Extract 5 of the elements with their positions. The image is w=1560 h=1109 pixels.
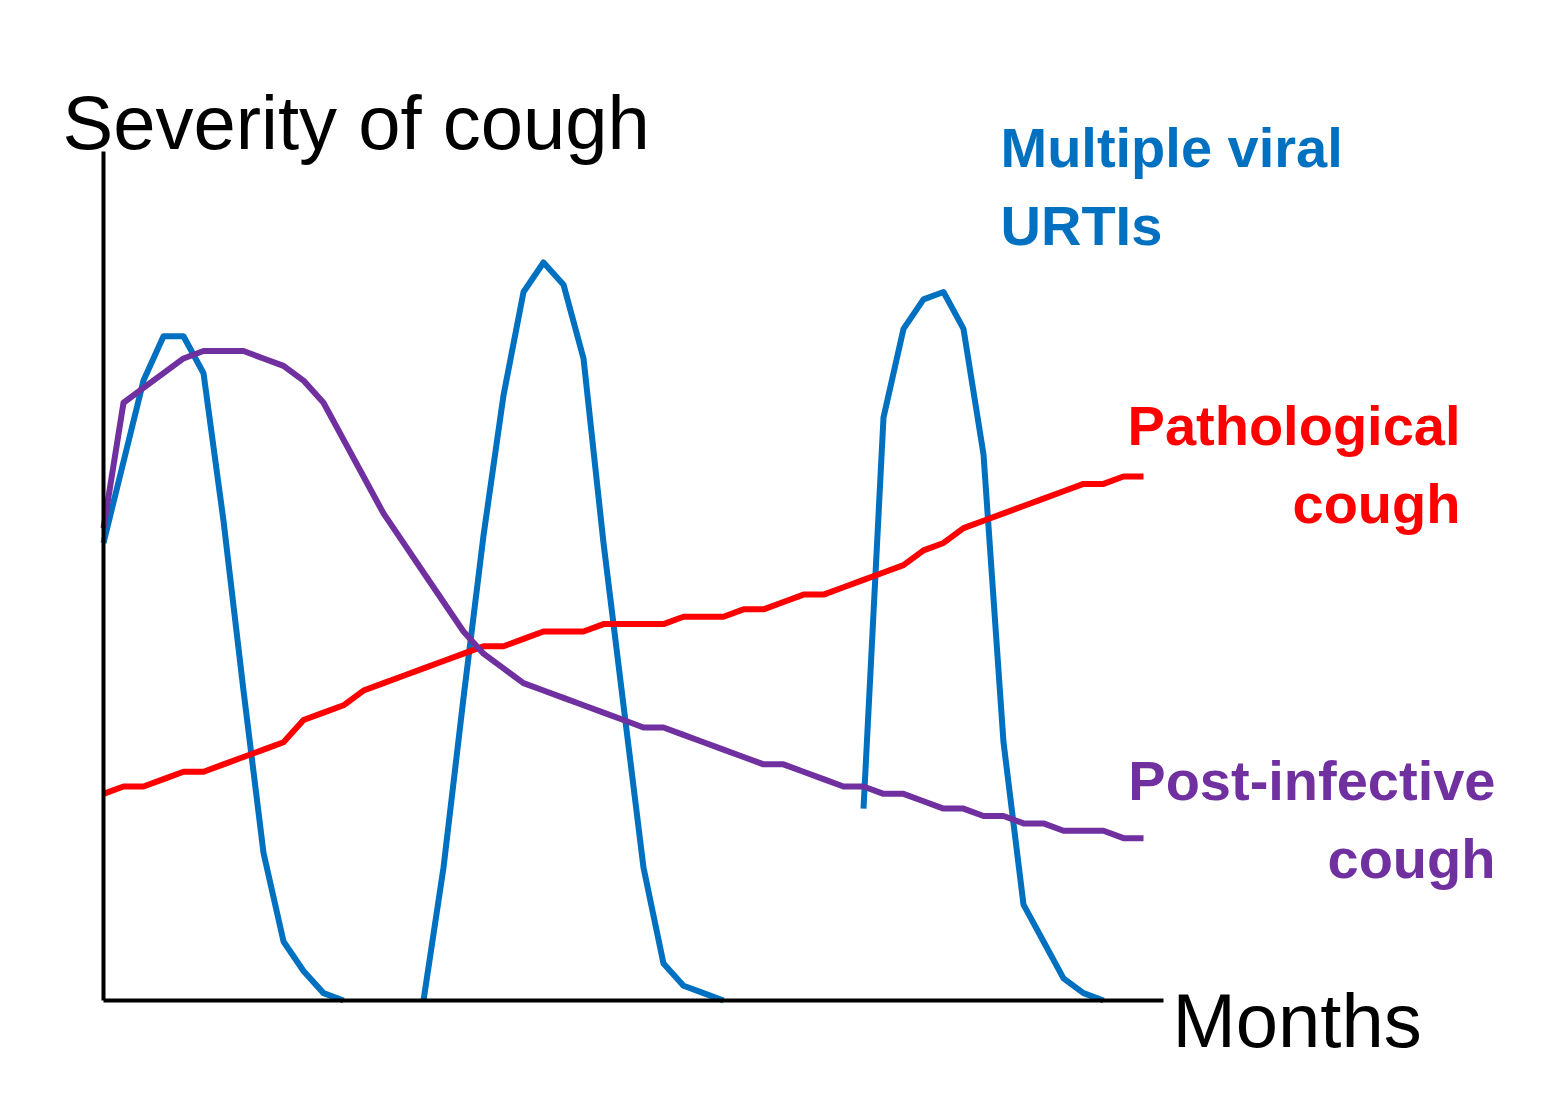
x-axis-title: Months [1172, 978, 1422, 1063]
series-label: Multiple viral URTIs [1000, 115, 1343, 258]
series-label: Pathological cough [1127, 393, 1461, 536]
y-axis-title: Severity of cough [62, 80, 650, 165]
series-label: Post-infective cough [1128, 748, 1496, 891]
